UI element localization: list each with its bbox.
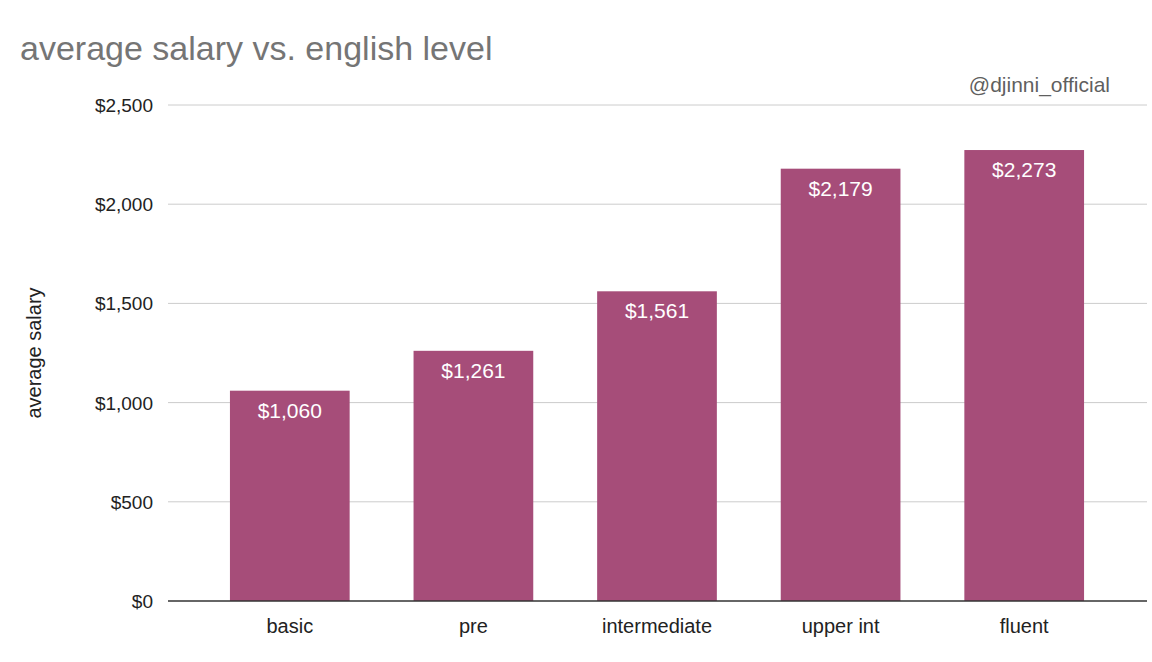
y-axis-label: average salary [23,287,45,418]
data-label: $1,060 [258,399,322,422]
y-tick-label: $500 [111,492,153,513]
y-tick-label: $2,000 [95,194,153,215]
y-tick-label: $1,500 [95,293,153,314]
y-tick-label: $0 [132,591,153,612]
x-tick-label: basic [266,615,313,637]
annotation: @djinni_official [969,73,1110,97]
x-tick-label: intermediate [602,615,712,637]
x-axis-line [168,600,1147,602]
chart-svg: average salary vs. english level @djinni_… [0,0,1152,662]
bar [597,291,717,601]
x-tick-label: upper int [802,615,880,637]
chart-title: average salary vs. english level [20,29,492,67]
y-tick-label: $1,000 [95,393,153,414]
data-label: $2,179 [808,177,872,200]
data-label: $2,273 [992,158,1056,181]
chart-container: average salary vs. english level @djinni_… [0,0,1152,662]
data-label: $1,561 [625,299,689,322]
x-tick-label: fluent [1000,615,1049,637]
grid-line [168,105,1147,106]
bar [414,351,534,601]
bar [230,391,350,601]
data-label: $1,261 [441,359,505,382]
y-tick-label: $2,500 [95,95,153,116]
bar [781,169,901,601]
x-tick-label: pre [459,615,488,637]
bar [964,150,1084,601]
bars [230,150,1084,601]
